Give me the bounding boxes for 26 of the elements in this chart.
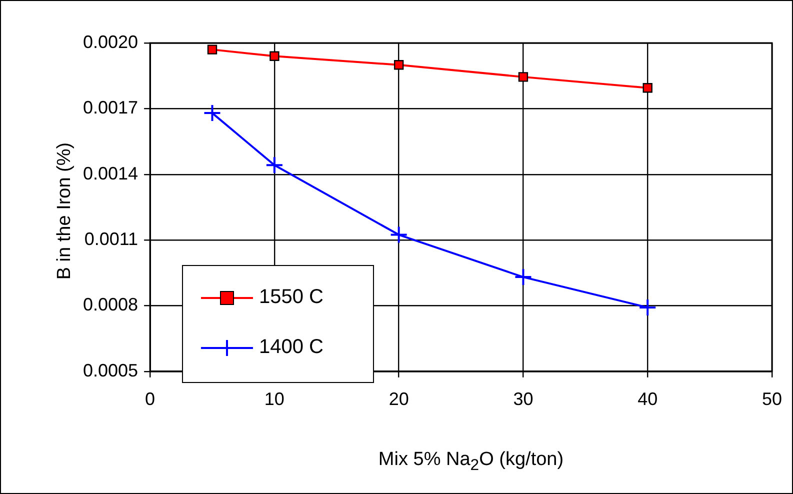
point — [642, 83, 652, 93]
legend-label: 1400 C — [259, 336, 324, 359]
x-tick-label: 10 — [264, 389, 284, 410]
legend-label: 1550 C — [259, 286, 324, 309]
y-tick-label: 0.0008 — [82, 294, 138, 315]
point — [514, 268, 532, 286]
x-tick-label: 30 — [513, 389, 534, 410]
x-tick-label: 0 — [145, 389, 156, 410]
point — [390, 226, 408, 244]
y-tick-label: 0.0011 — [84, 229, 138, 250]
y-tick-label: 0.0014 — [82, 163, 138, 184]
point — [265, 156, 284, 174]
y-tick-label: 0.0017 — [82, 98, 138, 118]
point — [394, 60, 404, 70]
y-tick-label: 0.0020 — [82, 32, 138, 52]
x-tick-label: 50 — [762, 389, 782, 410]
point — [203, 104, 222, 122]
point — [207, 44, 218, 54]
point — [518, 72, 528, 82]
x-tick-label: 40 — [638, 389, 658, 410]
x-tick-label: 20 — [388, 389, 409, 410]
y-axis-title: B in the Iron (%) — [54, 142, 76, 280]
y-tick-label: 0.0005 — [82, 360, 138, 380]
point — [638, 298, 657, 316]
x-axis-title: Mix 5% Na$_{2}$O (kg/ton) — [377, 449, 565, 475]
point — [270, 51, 280, 61]
